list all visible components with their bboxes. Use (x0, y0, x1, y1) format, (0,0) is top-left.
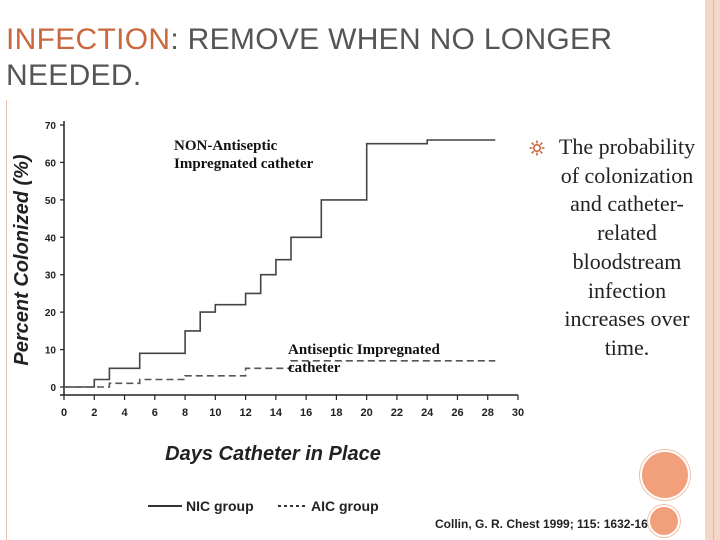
y-tick-label: 40 (45, 233, 57, 244)
chart-annotation: Antiseptic Impregnated catheter (288, 342, 440, 376)
y-tick-label: 60 (45, 158, 57, 169)
series-line-aic (64, 360, 496, 388)
y-tick-label: 30 (45, 271, 57, 282)
x-tick-label: 30 (512, 407, 524, 419)
gear-icon (529, 140, 545, 156)
left-decor-line (6, 100, 7, 540)
series-line-nic (64, 139, 496, 388)
x-tick-label: 20 (361, 407, 373, 419)
x-tick-label: 26 (451, 407, 463, 419)
x-tick-label: 18 (330, 407, 342, 419)
citation: Collin, G. R. Chest 1999; 115: 1632-1640 (435, 517, 662, 531)
x-tick-label: 22 (391, 407, 403, 419)
y-tick-label: 50 (45, 196, 57, 207)
x-tick-label: 8 (182, 407, 188, 419)
x-tick-label: 0 (61, 407, 67, 419)
legend-label-aic: AIC group (311, 498, 379, 514)
slide-title: INFECTION: REMOVE WHEN NO LONGER NEEDED. (6, 22, 696, 94)
x-tick-label: 12 (239, 407, 251, 419)
right-decor-line (713, 0, 714, 540)
decor-circle-small (648, 505, 680, 537)
decor-circle-large (640, 450, 690, 500)
x-tick-label: 4 (121, 407, 128, 419)
x-tick-label: 24 (421, 407, 434, 419)
x-axis-title: Days Catheter in Place (165, 443, 381, 465)
x-tick-label: 14 (270, 407, 283, 419)
colonization-chart: 0 10 20 30 40 50 60 70 0 2 4 6 8 10 12 14 16 18 20 22 24 26 28… (8, 115, 528, 525)
title-rest: : REMOVE WHEN NO LONGER NEEDED. (6, 23, 613, 92)
y-tick-label: 70 (45, 121, 57, 132)
chart-annotation: NON-Antiseptic Impregnated catheter (174, 138, 314, 172)
right-decor-border (705, 0, 720, 540)
bullet-text: The probability of colonization and cath… (558, 134, 696, 360)
y-tick-label: 10 (45, 346, 57, 357)
y-axis-title: Percent Colonized (%) (11, 154, 33, 365)
x-tick-label: 28 (482, 407, 494, 419)
x-tick-label: 10 (209, 407, 221, 419)
legend-label-nic: NIC group (186, 498, 254, 514)
y-tick-label: 0 (50, 383, 56, 394)
title-accent: INFECTION (6, 23, 171, 56)
x-tick-label: 16 (300, 407, 312, 419)
x-tick-label: 6 (152, 407, 158, 419)
x-tick-label: 2 (91, 407, 97, 419)
y-tick-label: 20 (45, 308, 57, 319)
